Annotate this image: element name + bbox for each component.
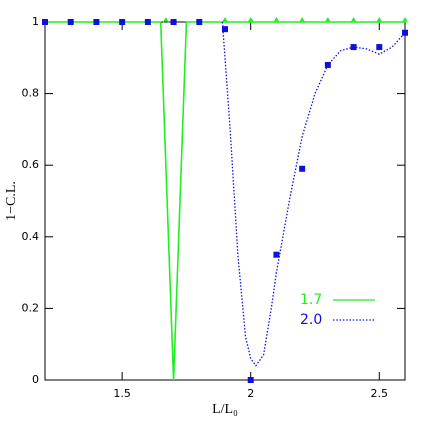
plot-frame [44, 21, 406, 381]
y-tick-label: 1 [32, 15, 39, 28]
marker [350, 17, 358, 23]
marker [67, 19, 74, 25]
marker [222, 26, 228, 33]
legend-label: 2.0 [300, 312, 322, 328]
marker [119, 19, 126, 25]
marker [299, 165, 306, 172]
marker [247, 377, 254, 383]
marker [247, 17, 255, 23]
x-tick-label: 2 [247, 387, 254, 400]
y-tick-label: 0 [32, 373, 39, 386]
marker [170, 19, 177, 25]
x-tick-label: 2.5 [371, 387, 389, 400]
marker [401, 17, 409, 23]
y-tick-label: 0.2 [22, 301, 40, 314]
y-tick-label: 0.8 [22, 87, 40, 100]
marker [324, 17, 332, 23]
marker [350, 44, 357, 51]
marker [324, 61, 331, 68]
series-line [221, 21, 406, 367]
marker [196, 19, 203, 25]
marker [144, 19, 151, 25]
marker [272, 17, 280, 23]
y-tick-label: 0.6 [22, 158, 40, 171]
marker [162, 17, 170, 23]
marker [376, 44, 383, 51]
marker [402, 29, 408, 36]
y-axis-label: 1−C.L. [4, 181, 19, 221]
marker [42, 19, 48, 25]
y-tick-label: 0.4 [22, 230, 40, 243]
marker [375, 17, 383, 23]
x-tick-label: 1.5 [113, 387, 131, 400]
marker [273, 251, 280, 258]
x-axis-label: L/L₀ [212, 402, 238, 417]
series-line [45, 21, 405, 381]
legend-label: 1.7 [300, 292, 322, 308]
marker [93, 19, 100, 25]
marker [221, 17, 229, 23]
marker [298, 17, 306, 23]
